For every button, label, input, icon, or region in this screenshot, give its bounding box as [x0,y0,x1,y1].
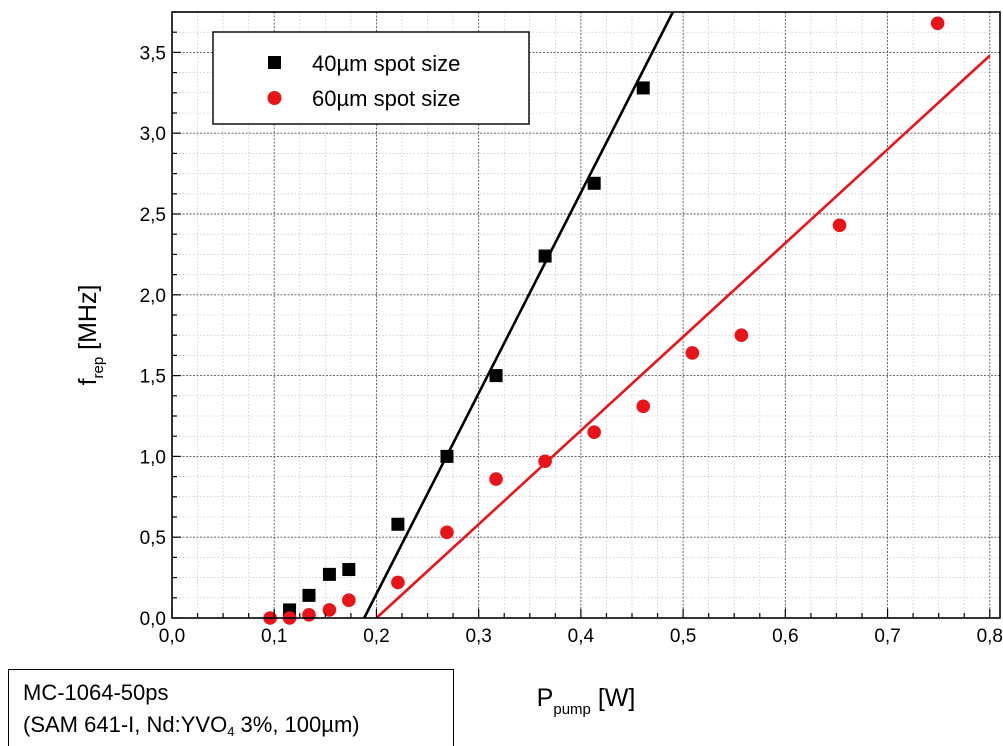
fit-line-60um [375,54,991,619]
data-point-60um [440,525,454,540]
svg-text:frep [MHz]: frep [MHz] [74,285,107,386]
fit-line-40um [363,11,675,619]
y-tick-label: 0,5 [140,528,166,549]
y-tick-label: 3,5 [140,43,166,64]
y-tick-label: 3,0 [140,124,166,145]
legend-label-60um: 60µm spot size [312,86,460,111]
data-point-40um [391,517,405,531]
x-tick-label: 0,0 [159,626,185,647]
legend-marker-circle [267,91,282,105]
x-tick-label: 0,1 [261,626,287,647]
annotation-box: MC-1064-50ps (SAM 641-I, Nd:YVO4 3%, 100… [8,669,454,746]
minor-grid [172,11,1000,618]
data-point-60um [930,16,945,31]
annotation-line-2: (SAM 641-I, Nd:YVO4 3%, 100µm) [23,712,360,739]
data-point-60um [538,454,552,469]
y-axis-title-main: f [74,378,102,385]
y-axis-title-sub: rep [90,357,107,379]
axis-ticks [171,11,991,619]
y-tick-label: 2,0 [140,286,166,307]
data-point-60um [322,603,337,617]
y-axis-title: frep [MHz] [74,285,107,386]
data-point-60um [391,575,405,590]
data-point-60um [302,607,316,622]
data-point-40um [302,588,316,602]
x-axis-title: Ppump [W] [537,684,636,718]
x-axis-title-unit: [W] [591,684,635,712]
y-tick-label: 1,0 [140,447,166,468]
data-point-40um [489,369,503,383]
data-point-60um [832,218,847,233]
x-tick-label: 0,2 [363,626,389,647]
data-point-60um [587,425,601,439]
data-point-60um [685,346,700,360]
x-axis-title-sub: pump [553,701,591,718]
data-point-60um [734,328,749,343]
x-axis-title-main: P [537,684,554,712]
legend-label-40um: 40µm spot size [312,51,460,76]
data-point-40um [440,449,454,463]
x-tick-label: 0,4 [568,626,595,647]
data-point-60um [636,399,651,414]
legend: 40µm spot size 60µm spot size [212,31,530,125]
y-axis-title-unit: [MHz] [74,285,102,357]
fit-lines [363,11,991,619]
data-point-40um [342,563,356,577]
data-point-60um [489,472,503,486]
x-tick-label: 0,6 [772,626,798,647]
x-tick-label: 0,5 [670,626,696,647]
y-tick-label: 1,5 [140,367,166,388]
x-tick-label: 0,8 [977,626,1003,647]
annotation-line-2-post: 3%, 100µm) [234,712,360,737]
tick-labels: 0,0 0,1 0,2 0,3 0,4 0,5 0,6 0,7 0,8 0,0 0,5 1,0 1,5 2… [140,43,1003,647]
data-point-40um [587,176,601,190]
data-point-40um [538,249,552,263]
x-tick-label: 0,3 [465,626,491,647]
y-tick-label: 2,5 [140,205,166,226]
data-point-40um [322,567,336,581]
legend-marker-square [268,56,281,69]
x-tick-label: 0,7 [874,626,900,647]
data-point-40um [636,81,650,95]
legend-box [212,31,530,125]
annotation-line-1: MC-1064-50ps [23,680,169,705]
data-point-60um [342,593,356,608]
annotation-line-2-pre: (SAM 641-I, Nd:YVO [23,712,228,737]
annotation-line-2-sub: 4 [227,724,235,739]
y-tick-label: 0,0 [140,609,166,630]
